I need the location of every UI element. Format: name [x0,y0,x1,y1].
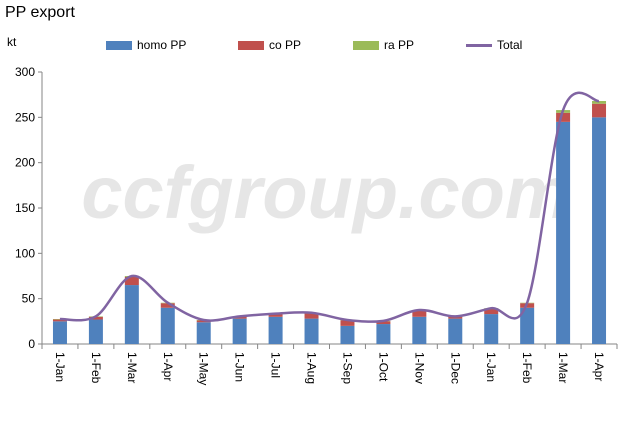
y-tick-label: 50 [22,292,36,306]
bar-co-pp [232,316,247,319]
bar-co-pp [88,316,103,320]
bar-co-pp [376,321,391,325]
x-tick-label: 1-Mar [556,352,570,383]
bar-homo-pp [52,321,67,344]
bar-co-pp [160,303,175,308]
bar-co-pp [412,310,427,317]
legend-swatch-homo-pp [106,40,132,50]
legend-label-homo-pp: homo PP [137,38,187,52]
y-tick-label: 200 [15,156,35,170]
bar-co-pp [124,276,139,286]
x-tick-label: 1-Apr [592,352,606,381]
legend-label-co-pp: co PP [269,38,302,52]
legend-item-co-pp: co PP [238,38,301,52]
line-total [59,91,600,323]
x-tick-label: 1-Apr [161,352,175,381]
y-tick-label: 0 [28,337,35,351]
bar-homo-pp [376,324,391,344]
bar-homo-pp [592,117,607,344]
bar-ra-pp [592,101,607,104]
bar-homo-pp [304,318,319,344]
y-tick-label: 150 [15,201,35,215]
y-tick-label: 100 [15,246,35,260]
x-tick-label: 1-Jan [53,352,67,382]
x-tick-label: 1-Jun [233,352,247,382]
legend-line-total [466,43,492,47]
bar-co-pp [268,314,283,317]
bar-co-pp [340,320,355,326]
watermark: ccfgroup.com [81,151,570,234]
bar-homo-pp [520,307,535,344]
legend: homo PP co PP ra PP Total [0,38,636,54]
bar-homo-pp [196,322,211,344]
bar-co-pp [484,308,499,315]
x-tick-label: 1-Feb [89,352,103,384]
legend-item-ra-pp: ra PP [353,38,414,52]
bar-co-pp [52,319,67,322]
bar-homo-pp [412,316,427,344]
bar-co-pp [448,316,463,319]
x-tick-label: 1-Oct [376,352,390,382]
legend-swatch-ra-pp [353,40,379,50]
x-tick-label: 1-Mar [125,352,139,383]
bar-co-pp [592,103,607,118]
legend-item-homo-pp: homo PP [106,38,186,52]
bar-co-pp [304,313,319,319]
bar-co-pp [556,112,571,122]
legend-label-ra-pp: ra PP [384,38,415,52]
x-tick-label: 1-Aug [305,352,319,384]
bar-homo-pp [124,285,139,344]
bar-homo-pp [88,319,103,344]
x-tick-label: 1-Feb [520,352,534,384]
x-tick-label: 1-May [197,352,211,385]
x-tick-label: 1-Jan [484,352,498,382]
legend-item-total: Total [466,38,522,52]
legend-swatch-co-pp [238,40,264,50]
bar-homo-pp [448,318,463,344]
bar-homo-pp [556,121,571,344]
bar-homo-pp [232,318,247,344]
bar-homo-pp [268,316,283,344]
legend-label-total: Total [497,38,523,52]
bar-co-pp [196,320,211,323]
x-tick-label: 1-Nov [412,352,426,384]
bar-homo-pp [160,307,175,344]
y-axis-unit-label: kt [7,35,17,49]
x-tick-label: 1-Jul [269,352,283,378]
chart-title: PP export [5,4,75,21]
bar-homo-pp [340,325,355,344]
bar-homo-pp [484,314,499,344]
x-tick-label: 1-Sep [340,352,354,384]
y-tick-label: 300 [15,65,35,79]
x-tick-label: 1-Dec [448,352,462,384]
y-tick-label: 250 [15,110,35,124]
